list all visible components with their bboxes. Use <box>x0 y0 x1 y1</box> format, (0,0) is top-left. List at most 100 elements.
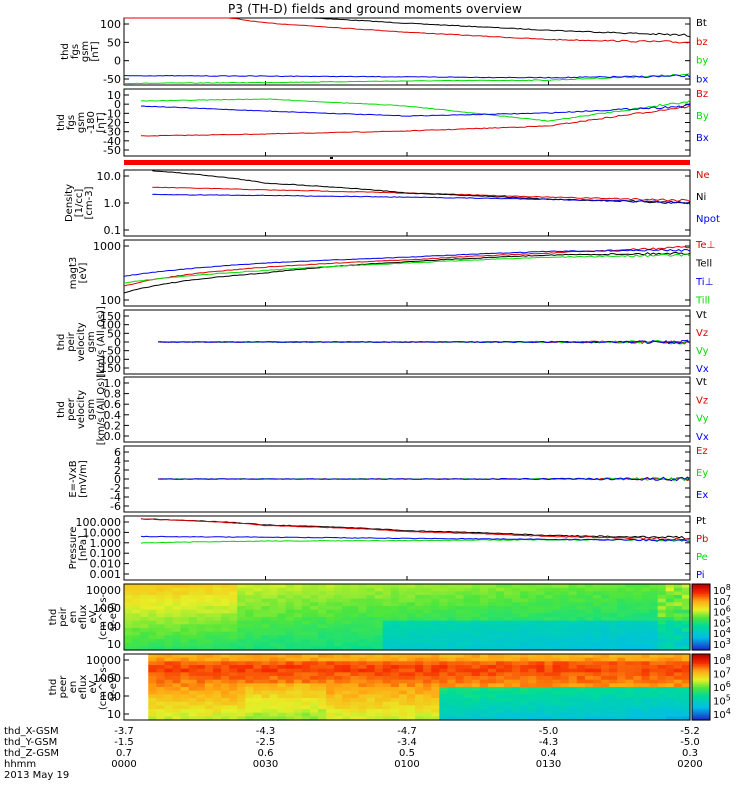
heatmap-cell <box>609 628 618 633</box>
heatmap-cell <box>261 646 271 651</box>
heatmap-cell <box>609 584 618 589</box>
heatmap-cell <box>617 617 626 622</box>
y-axis-label: sr-eV) <box>108 672 119 701</box>
heatmap-cell <box>568 712 578 717</box>
heatmap-cell <box>180 646 190 651</box>
heatmap-cell <box>479 598 489 603</box>
heatmap-cell <box>633 591 643 596</box>
heatmap-cell <box>415 679 424 684</box>
heatmap-cell <box>156 624 166 629</box>
heatmap-cell <box>560 694 570 699</box>
heatmap-cell <box>463 642 473 647</box>
heatmap-cell <box>245 620 254 625</box>
heatmap-cell <box>576 628 586 633</box>
heatmap-cell <box>188 676 198 681</box>
legend-entry: Pt <box>696 516 706 527</box>
x-gsm-value: -5.2 <box>680 726 700 737</box>
heatmap-cell <box>148 657 157 662</box>
heatmap-cell <box>592 672 602 677</box>
heatmap-cell <box>285 687 295 692</box>
heatmap-cell <box>504 591 513 596</box>
heatmap-cell <box>568 701 578 706</box>
heatmap-cell <box>253 631 263 636</box>
heatmap-cell <box>398 701 408 706</box>
heatmap-cell <box>221 602 230 607</box>
heatmap-cell <box>196 676 206 681</box>
heatmap-cell <box>649 598 659 603</box>
heatmap-cell <box>423 620 432 625</box>
heatmap-cell <box>358 698 368 703</box>
heatmap-cell <box>423 672 432 677</box>
series-line-Tell <box>123 251 691 294</box>
heatmap-cell <box>495 595 505 600</box>
heatmap-cell <box>334 628 343 633</box>
heatmap-cell <box>576 712 586 717</box>
heatmap-cell <box>350 595 360 600</box>
heatmap-cell <box>576 661 586 666</box>
y-axis-label: gsm <box>80 41 91 62</box>
heatmap-cell <box>495 609 505 614</box>
heatmap-cell <box>625 683 634 688</box>
heatmap-cell <box>504 654 513 659</box>
heatmap-cell <box>124 628 133 633</box>
heatmap-cell <box>172 584 182 589</box>
series-line-Ni <box>152 170 691 205</box>
heatmap-cell <box>148 676 157 681</box>
heatmap-cell <box>172 591 182 596</box>
heatmap-cell <box>398 709 408 714</box>
heatmap-cell <box>237 609 246 614</box>
colorbar-segment <box>692 621 710 625</box>
heatmap-cell <box>156 657 166 662</box>
heatmap-cell <box>140 609 149 614</box>
heatmap-cell <box>318 683 327 688</box>
heatmap-cell <box>536 602 546 607</box>
heatmap-cell <box>673 587 683 592</box>
heatmap-cell <box>455 661 465 666</box>
heatmap-cell <box>633 709 643 714</box>
heatmap-cell <box>245 646 254 651</box>
heatmap-cell <box>309 676 319 681</box>
colorbar-segment <box>692 626 710 630</box>
heatmap-cell <box>196 587 206 592</box>
heatmap-cell <box>318 687 327 692</box>
heatmap-cell <box>269 613 279 618</box>
y-axis-label: eflux <box>78 675 89 700</box>
heatmap-cell <box>374 595 384 600</box>
heatmap-cell <box>334 617 343 622</box>
heatmap-cell <box>261 620 271 625</box>
heatmap-cell <box>172 672 182 677</box>
heatmap-cell <box>463 690 473 695</box>
heatmap-cell <box>560 617 570 622</box>
heatmap-cell <box>172 683 182 688</box>
heatmap-cell <box>148 654 157 659</box>
heatmap-cell <box>479 709 489 714</box>
heatmap-cell <box>471 668 481 673</box>
heatmap-cell <box>512 602 521 607</box>
heatmap-cell <box>617 672 626 677</box>
heatmap-cell <box>285 661 295 666</box>
heatmap-cell <box>657 687 667 692</box>
heatmap-cell <box>366 609 376 614</box>
heatmap-cell <box>471 676 481 681</box>
heatmap-cell <box>285 602 295 607</box>
heatmap-cell <box>277 679 287 684</box>
heatmap-cell <box>358 709 368 714</box>
heatmap-cell <box>431 701 440 706</box>
heatmap-cell <box>447 624 457 629</box>
heatmap-cell <box>196 620 206 625</box>
heatmap-cell <box>398 646 408 651</box>
heatmap-cell <box>261 639 271 644</box>
heatmap-cell <box>455 631 465 636</box>
heatmap-cell <box>463 631 473 636</box>
heatmap-cell <box>568 679 578 684</box>
heatmap-cell <box>285 705 295 710</box>
heatmap-cell <box>398 591 408 596</box>
heatmap-cell <box>301 701 311 706</box>
heatmap-cell <box>504 639 513 644</box>
heatmap-cell <box>592 705 602 710</box>
heatmap-cell <box>132 635 141 640</box>
heatmap-cell <box>390 716 400 721</box>
heatmap-cell <box>665 668 675 673</box>
heatmap-cell <box>487 679 497 684</box>
heatmap-cell <box>415 657 424 662</box>
